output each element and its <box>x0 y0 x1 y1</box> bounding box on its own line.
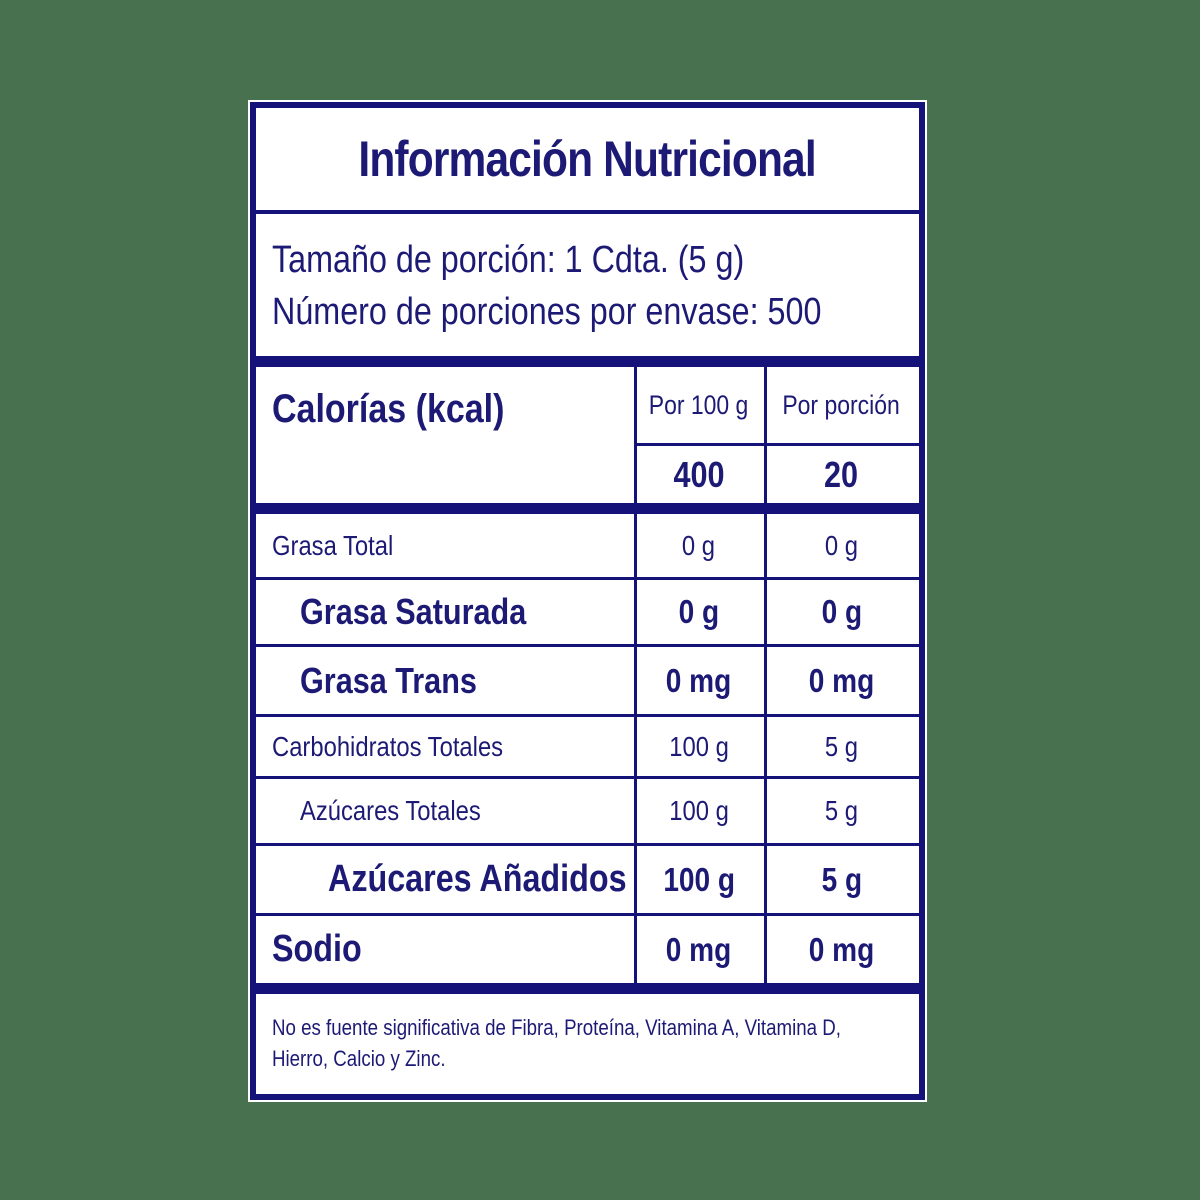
serving-size-text: Tamaño de porción: 1 Cdta. (5 g) <box>272 239 745 281</box>
thick-divider-1 <box>256 503 919 514</box>
thick-divider-2 <box>256 983 919 994</box>
row-per-portion-value: 5 g <box>821 860 862 898</box>
col-header-per-portion: Por porción <box>782 389 901 420</box>
calories-block: Calorías (kcal) Por 100 g Por porción 40… <box>256 367 919 503</box>
serving-info-section: Tamaño de porción: 1 Cdta. (5 g) Número … <box>256 214 919 367</box>
table-row-carbohidratos-totales: Carbohidratos Totales 100 g 5 g <box>256 714 919 776</box>
column-divider-1 <box>633 367 637 994</box>
calories-per-100g-value: 400 <box>673 453 725 495</box>
footnote-line-2: Hierro, Calcio y Zinc. <box>272 1046 446 1071</box>
row-per-100g-value: 0 g <box>682 529 716 561</box>
calories-per-portion-value: 20 <box>824 453 859 495</box>
nutrition-table: Calorías (kcal) Por 100 g Por porción 40… <box>256 367 919 994</box>
calories-values-row: 400 20 <box>634 446 919 503</box>
column-divider-2 <box>763 367 767 994</box>
row-per-portion-value: 5 g <box>824 795 858 826</box>
nutrition-label-card: Información Nutricional Tamaño de porció… <box>248 100 927 1102</box>
label-title: Información Nutricional <box>358 131 817 187</box>
row-per-100g-value: 0 g <box>678 593 720 630</box>
col-header-per-100g: Por 100 g <box>649 389 749 420</box>
row-per-100g-value: 0 mg <box>666 930 732 968</box>
row-label: Azúcares Totales <box>300 795 481 826</box>
footnote-line-1: No es fuente significativa de Fibra, Pro… <box>272 1015 841 1040</box>
table-row-grasa-trans: Grasa Trans 0 mg 0 mg <box>256 644 919 714</box>
row-label: Grasa Total <box>272 529 394 561</box>
servings-per-container-text: Número de porciones por envase: 500 <box>272 291 822 333</box>
row-per-portion-value: 5 g <box>824 730 858 762</box>
row-per-100g-value: 100 g <box>669 730 729 762</box>
row-per-100g-value: 100 g <box>669 795 729 826</box>
row-label: Sodio <box>272 928 362 970</box>
row-label: Carbohidratos Totales <box>272 730 504 762</box>
row-per-portion-value: 0 mg <box>808 661 875 699</box>
row-per-100g-value: 100 g <box>663 860 735 898</box>
row-label: Grasa Trans <box>300 659 477 701</box>
table-row-sodio: Sodio 0 mg 0 mg <box>256 913 919 983</box>
table-row-azucares-anadidos: Azúcares Añadidos 100 g 5 g <box>256 843 919 913</box>
row-label: Grasa Saturada <box>300 591 527 632</box>
table-row-azucares-totales: Azúcares Totales 100 g 5 g <box>256 776 919 843</box>
row-per-100g-value: 0 mg <box>666 661 732 699</box>
calories-label: Calorías (kcal) <box>272 387 505 431</box>
nutrition-label-frame: Información Nutricional Tamaño de porció… <box>250 102 925 1100</box>
row-label: Azúcares Añadidos <box>328 858 627 900</box>
column-headers-row: Por 100 g Por porción <box>633 367 919 446</box>
calories-columns: Por 100 g Por porción 400 20 <box>633 367 919 503</box>
table-row-grasa-total: Grasa Total 0 g 0 g <box>256 514 919 577</box>
row-per-portion-value: 0 mg <box>808 930 875 968</box>
table-row-grasa-saturada: Grasa Saturada 0 g 0 g <box>256 577 919 644</box>
footnote-section: No es fuente significativa de Fibra, Pro… <box>256 994 919 1094</box>
row-per-portion-value: 0 g <box>824 529 858 561</box>
label-title-section: Información Nutricional <box>256 108 919 214</box>
row-per-portion-value: 0 g <box>821 593 862 630</box>
